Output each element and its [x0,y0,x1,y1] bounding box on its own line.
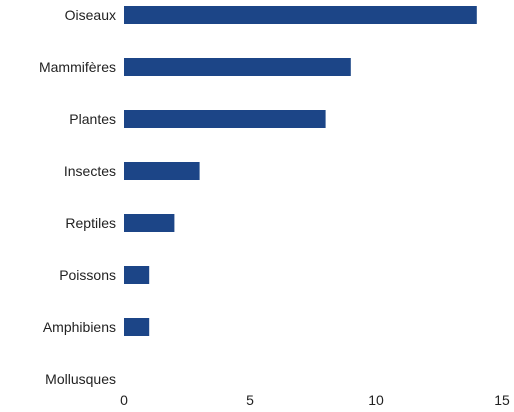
category-labels: Oiseaux Mammifères Plantes Insectes Reptiles… [39,7,116,387]
category-label: Plantes [69,111,116,127]
x-tick-label: 10 [368,392,384,408]
bar [124,6,477,24]
category-label: Insectes [64,163,116,179]
category-label: Oiseaux [65,7,116,23]
x-tick-label: 15 [494,392,510,408]
bar [124,162,200,180]
category-label: Mollusques [45,371,116,387]
bar [124,110,326,128]
bar [124,58,351,76]
bars [124,6,477,336]
x-axis-tick-labels: 0 5 10 15 [120,392,510,408]
bar [124,318,150,336]
category-label: Mammifères [39,59,116,75]
bar [124,214,175,232]
category-label: Reptiles [65,215,116,231]
category-label: Amphibiens [43,319,116,335]
x-tick-label: 5 [246,392,254,408]
bar [124,266,150,284]
x-tick-label: 0 [120,392,128,408]
category-label: Poissons [59,267,116,283]
